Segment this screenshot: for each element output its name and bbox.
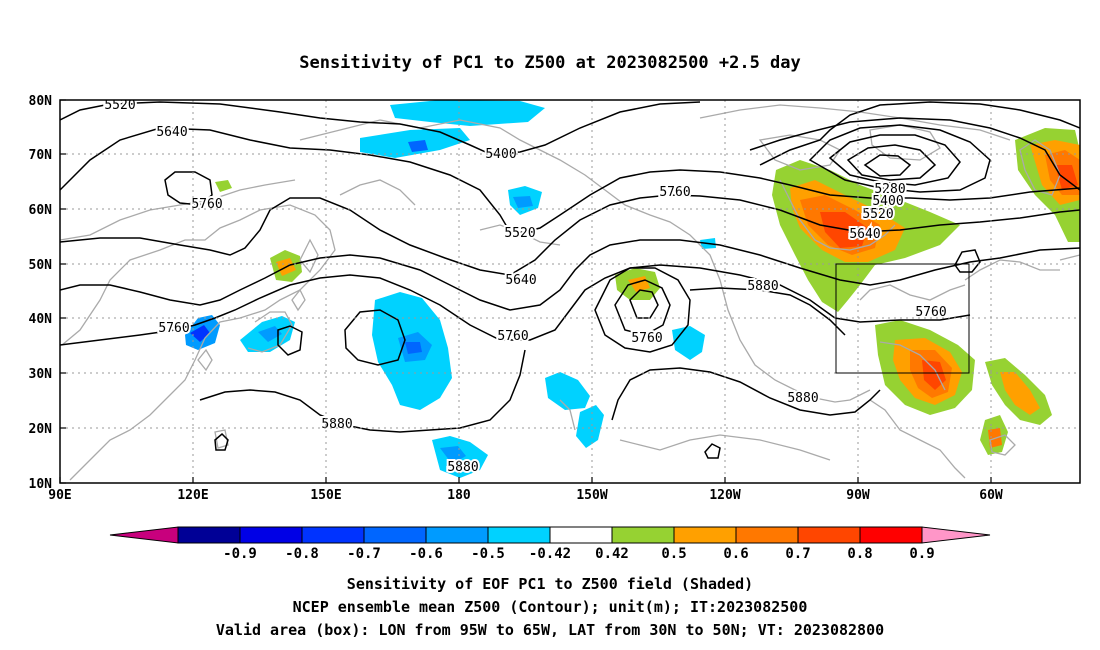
map-plot-area: 5520 5640 5760 5400 5520 5760 5640 5760 … <box>60 98 1080 483</box>
colorbar-label: 0.5 <box>661 546 686 562</box>
contour-label: 5400 <box>872 194 903 209</box>
valid-area-box <box>835 263 970 374</box>
caption-line-3: Valid area (box): LON from 95W to 65W, L… <box>216 621 884 639</box>
latitude-labels: 80N 70N 60N 50N 40N 30N 20N 10N <box>29 94 53 492</box>
contour-label: 5280 <box>874 182 905 197</box>
tick-marks <box>59 99 992 484</box>
colorbar-label: 0.6 <box>723 546 748 562</box>
lat-label: 10N <box>29 477 53 492</box>
contour-label: 5760 <box>631 331 662 346</box>
colorbar-swatch <box>549 526 613 544</box>
contour-label: 5520 <box>504 226 535 241</box>
lat-label: 20N <box>29 422 53 437</box>
colorbar-label: -0.8 <box>285 546 319 562</box>
contour-label: 5520 <box>104 98 135 113</box>
colorbar-swatch <box>177 526 241 544</box>
lon-label: 120W <box>709 488 740 503</box>
colorbar-low-end-triangle <box>109 526 179 544</box>
colorbar-swatch <box>735 526 799 544</box>
z500-contours <box>60 101 1080 459</box>
lat-label: 40N <box>29 312 53 327</box>
colorbar-swatch <box>797 526 861 544</box>
caption-line-2: NCEP ensemble mean Z500 (Contour); unit(… <box>293 598 808 616</box>
colorbar-label: -0.7 <box>347 546 381 562</box>
colorbar-swatch <box>487 526 551 544</box>
contour-label: 5760 <box>497 329 528 344</box>
colorbar-label: 0.8 <box>847 546 872 562</box>
colorbar-label: -0.5 <box>471 546 505 562</box>
contour-label: 5520 <box>862 207 893 222</box>
contour-labels: 5520 5640 5760 5400 5520 5760 5640 5760 … <box>102 98 948 477</box>
figure-title: Sensitivity of PC1 to Z500 at 2023082500… <box>299 53 801 73</box>
lon-label: 180 <box>447 488 471 503</box>
lon-label: 60W <box>979 488 1003 503</box>
contour-label: 5880 <box>747 279 778 294</box>
lon-label: 120E <box>177 488 208 503</box>
colorbar: -0.9 -0.8 -0.7 -0.6 -0.5 -0.42 0.42 0.5 0.6 0.7 0.… <box>109 526 991 562</box>
colorbar-label: 0.9 <box>909 546 934 562</box>
lat-label: 80N <box>29 94 53 109</box>
lon-label: 90W <box>846 488 870 503</box>
lon-label: 150E <box>310 488 341 503</box>
lat-label: 30N <box>29 367 53 382</box>
caption-line-1: Sensitivity of EOF PC1 to Z500 field (Sh… <box>347 575 753 593</box>
contour-label: 5760 <box>158 321 189 336</box>
coastlines <box>60 104 1080 481</box>
colorbar-label: 0.7 <box>785 546 810 562</box>
contour-label: 5880 <box>321 417 352 432</box>
plot-frame <box>59 99 1081 484</box>
lat-label: 70N <box>29 148 53 163</box>
colorbar-swatch <box>301 526 365 544</box>
lon-label: 90E <box>48 488 71 503</box>
negative-sensitivity-shading <box>185 100 716 478</box>
contour-label: 5640 <box>505 273 536 288</box>
contour-label: 5640 <box>156 125 187 140</box>
colorbar-swatch <box>239 526 303 544</box>
contour-label: 5760 <box>191 197 222 212</box>
colorbar-swatch <box>611 526 675 544</box>
colorbar-swatch <box>859 526 923 544</box>
colorbar-label: 0.42 <box>595 546 629 562</box>
colorbar-label: -0.6 <box>409 546 443 562</box>
colorbar-swatch <box>363 526 427 544</box>
contour-label: 5760 <box>659 185 690 200</box>
lon-label: 150W <box>576 488 607 503</box>
longitude-labels: 90E 120E 150E 180 150W 120W 90W 60W <box>48 488 1003 503</box>
colorbar-label: -0.42 <box>529 546 571 562</box>
contour-label: 5400 <box>485 147 516 162</box>
colorbar-label: -0.9 <box>223 546 257 562</box>
contour-label: 5640 <box>849 227 880 242</box>
colorbar-swatch <box>673 526 737 544</box>
colorbar-high-end-triangle <box>921 526 991 544</box>
lat-lon-grid <box>60 100 1080 483</box>
contour-label: 5880 <box>447 460 478 475</box>
contour-label: 5880 <box>787 391 818 406</box>
lat-label: 50N <box>29 258 53 273</box>
contour-label: 5760 <box>915 305 946 320</box>
colorbar-swatch <box>425 526 489 544</box>
lat-label: 60N <box>29 203 53 218</box>
